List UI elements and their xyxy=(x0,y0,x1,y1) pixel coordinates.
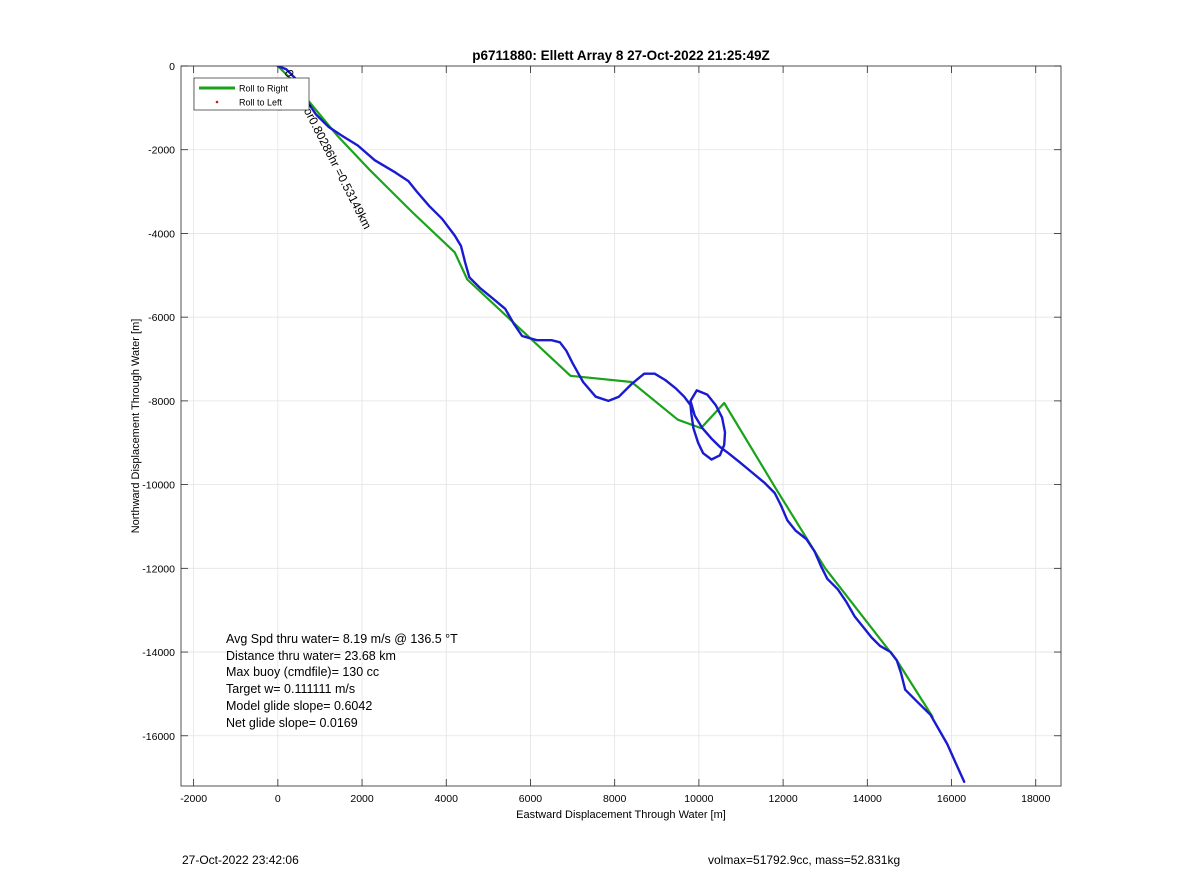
axis-ticks: -2000 0 2000 4000 6000 8000 10000 12000 14000 160… xyxy=(142,61,1061,805)
y-tick-label: -6000 xyxy=(148,312,175,324)
x-axis-label: Eastward Displacement Through Water [m] xyxy=(516,809,726,821)
y-tick-label: -14000 xyxy=(142,647,175,659)
stat-model-glide-slope: Model glide slope= 0.6042 xyxy=(226,698,373,713)
series-line-roll-right xyxy=(276,66,934,719)
stat-avg-speed: Avg Spd thru water= 8.19 m/s @ 136.5 °T xyxy=(226,632,458,646)
x-tick-label: 2000 xyxy=(350,793,374,805)
series-line-track xyxy=(276,66,966,783)
x-tick-label: 12000 xyxy=(769,793,798,805)
legend-label-roll-left: Roll to Left xyxy=(239,98,283,108)
y-tick-label: -10000 xyxy=(142,480,175,492)
stats-block: Avg Spd thru water= 8.19 m/s @ 136.5 °T … xyxy=(226,631,458,731)
y-axis-label: Northward Displacement Through Water [m] xyxy=(130,319,142,534)
stat-distance: Distance thru water= 23.68 km xyxy=(226,648,396,663)
x-tick-label: 6000 xyxy=(519,793,543,805)
legend-swatch-roll-left xyxy=(215,100,219,104)
stat-target-w: Target w= 0.111111 m/s xyxy=(226,682,356,697)
x-tick-label: 16000 xyxy=(937,793,966,805)
stat-max-buoy: Max buoy (cmdfile)= 130 cc xyxy=(226,665,380,680)
y-tick-label: 0 xyxy=(169,61,175,73)
x-tick-label: 14000 xyxy=(853,793,882,805)
footer-timestamp: 27-Oct-2022 23:42:06 xyxy=(182,853,299,867)
y-tick-label: -12000 xyxy=(142,563,175,575)
x-tick-label: -2000 xyxy=(180,793,207,805)
legend: Roll to Right Roll to Left xyxy=(193,77,310,111)
y-tick-label: -8000 xyxy=(148,396,175,408)
y-tick-label: -16000 xyxy=(142,731,175,743)
y-tick-label: -4000 xyxy=(148,228,175,240)
y-tick-label: -2000 xyxy=(148,145,175,157)
grid-lines xyxy=(181,65,1061,786)
footer-volmax-mass: volmax=51792.9cc, mass=52.831kg xyxy=(708,853,901,867)
x-tick-label: 4000 xyxy=(435,793,459,805)
plot-area xyxy=(181,66,1061,786)
plot-box xyxy=(180,65,1062,787)
legend-label-roll-right: Roll to Right xyxy=(239,84,289,94)
x-tick-label: 18000 xyxy=(1021,793,1050,805)
x-tick-label: 10000 xyxy=(684,793,713,805)
series-layer xyxy=(276,66,966,783)
chart-title: p6711880: Ellett Array 8 27-Oct-2022 21:… xyxy=(472,48,769,63)
x-tick-label: 8000 xyxy=(603,793,627,805)
stat-net-glide-slope: Net glide slope= 0.0169 xyxy=(226,715,358,730)
x-tick-label: 0 xyxy=(275,793,281,805)
legend-box xyxy=(193,77,310,111)
